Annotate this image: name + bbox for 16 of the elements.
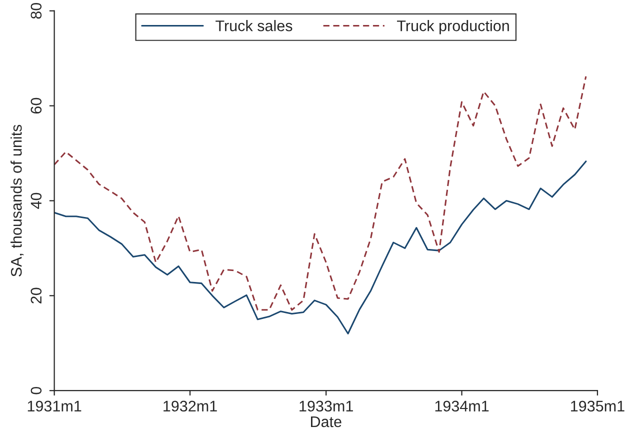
x-tick-label: 1931m1 <box>28 400 82 412</box>
y-tick-label: 40 <box>30 192 42 209</box>
y-tick-label: 80 <box>30 2 42 19</box>
legend-label: Truck sales <box>216 20 292 32</box>
y-tick-label: 20 <box>30 288 42 304</box>
x-axis-title: Date <box>311 416 342 428</box>
line-series <box>54 160 587 334</box>
y-tick-label: 60 <box>30 98 42 114</box>
x-tick-label: 1932m1 <box>164 400 217 412</box>
x-tick-label: 1935m1 <box>571 400 624 412</box>
y-tick-label: 0 <box>30 386 42 394</box>
legend-label: Truck production <box>397 20 509 34</box>
line-series <box>54 76 587 311</box>
x-tick-label: 1933m1 <box>300 400 353 412</box>
x-tick-label: 1934m1 <box>435 400 489 412</box>
y-axis-title: SA, thousands of units <box>10 124 24 276</box>
